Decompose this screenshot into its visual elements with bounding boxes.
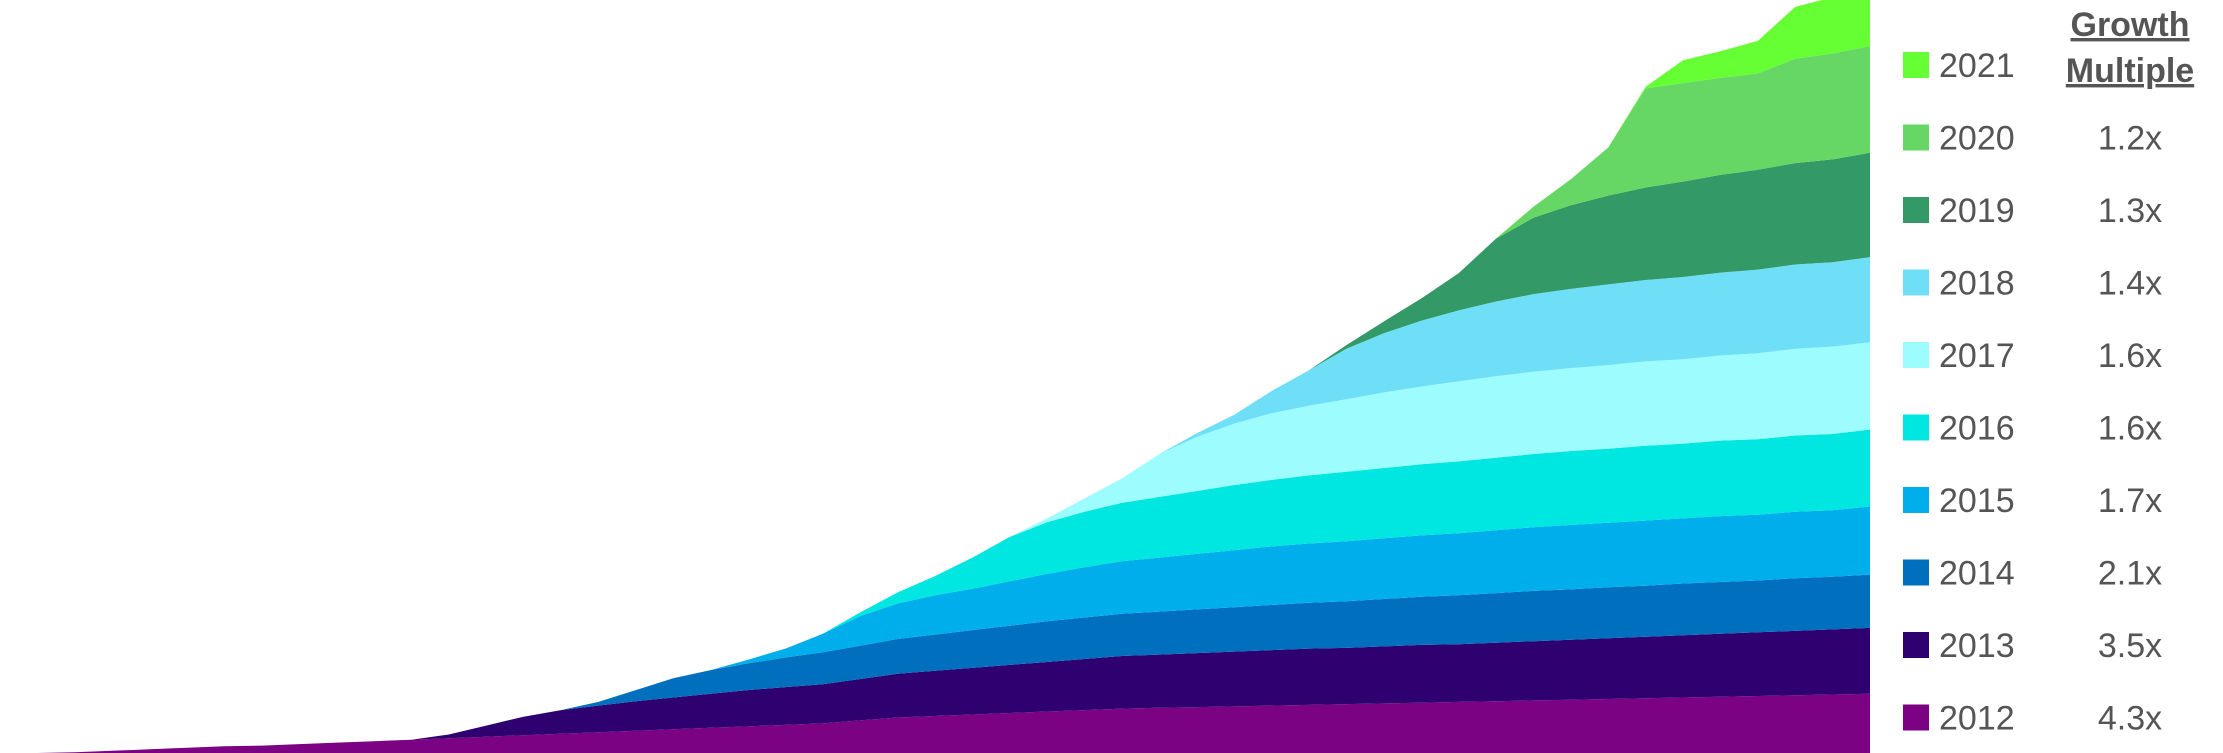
legend-label-2020: 2020 [1939,120,2015,158]
growth-multiple-2013: 3.5x [2098,627,2162,665]
legend-swatch-2017 [1903,342,1929,368]
growth-multiple-2020: 1.2x [2098,120,2162,158]
legend-swatch-2016 [1903,414,1929,441]
legend-item-2012: 2012 4.3x [1903,700,2162,738]
legend-swatch-2013 [1903,632,1929,658]
legend-item-2014: 2014 2.1x [1903,555,2162,593]
legend-item-2021: 2021 [1903,47,2015,85]
legend-swatch-2015 [1903,487,1929,513]
area-series-2017 [0,342,1870,753]
legend-label-2016: 2016 [1939,410,2015,448]
area-series-2019 [0,152,1870,753]
legend-label-2012: 2012 [1939,700,2015,738]
area-series-2015 [0,506,1870,753]
legend-item-2015: 2015 1.7x [1903,482,2162,520]
legend-label-2017: 2017 [1939,337,2015,375]
legend-swatch-2012 [1903,704,1929,731]
legend-swatch-2021 [1903,52,1929,78]
legend-label-2021: 2021 [1939,47,2015,85]
legend-item-2016: 2016 1.6x [1903,410,2162,448]
area-series-2014 [0,574,1870,753]
growth-multiple-2019: 1.3x [2098,192,2162,230]
legend-label-2013: 2013 [1939,627,2015,665]
legend-swatch-2018 [1903,269,1929,296]
legend-swatch-2014 [1903,559,1929,586]
area-series-group [0,0,1870,753]
growth-multiple-2012: 4.3x [2098,700,2162,738]
legend-item-2018: 2018 1.4x [1903,265,2162,303]
legend-item-2019: 2019 1.3x [1903,192,2162,230]
legend-item-2017: 2017 1.6x [1903,337,2162,375]
area-series-2018 [0,257,1870,753]
growth-multiple-2016: 1.6x [2098,410,2162,448]
legend-swatch-2020 [1903,124,1929,151]
growth-multiple-2014: 2.1x [2098,555,2162,593]
growth-multiple-2018: 1.4x [2098,265,2162,303]
area-series-2021 [0,0,1870,753]
legend-item-2013: 2013 3.5x [1903,627,2162,665]
area-series-2013 [0,627,1870,753]
growth-multiple-header-line1: Growth [2071,6,2190,44]
legend-swatch-2019 [1903,197,1929,223]
legend-label-2015: 2015 [1939,482,2015,520]
legend-label-2018: 2018 [1939,265,2015,303]
legend-label-2014: 2014 [1939,555,2015,593]
area-series-2020 [0,46,1870,753]
area-series-2012 [0,693,1870,753]
area-series-2016 [0,429,1870,753]
legend-item-2020: 2020 1.2x [1903,120,2162,158]
growth-multiple-2015: 1.7x [2098,482,2162,520]
legend-label-2019: 2019 [1939,192,2015,230]
growth-multiple-header-line2: Multiple [2066,52,2194,90]
growth-multiple-2017: 1.6x [2098,337,2162,375]
